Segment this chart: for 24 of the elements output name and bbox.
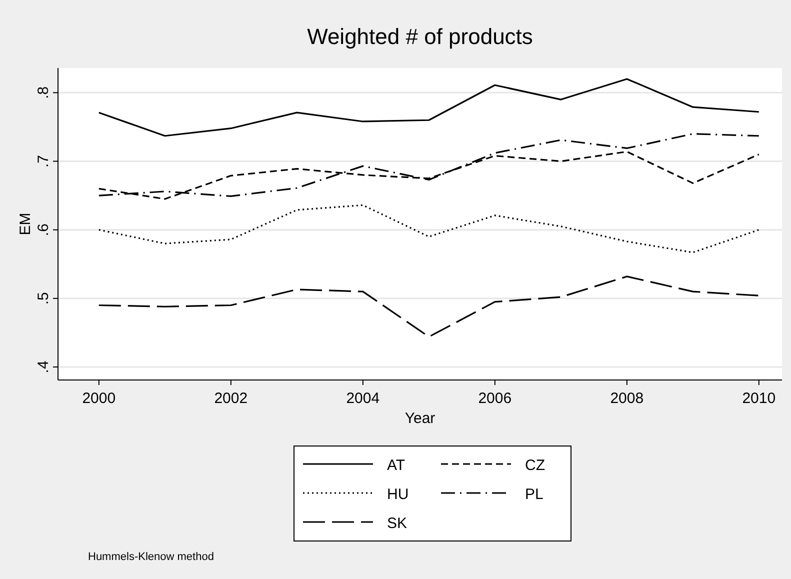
legend-label: PL [525, 486, 544, 503]
line-series [98, 133, 760, 198]
y-tick-label: .5 [35, 292, 52, 305]
y-tick-label: .7 [35, 155, 52, 168]
line-series [98, 276, 760, 338]
line-series [98, 204, 760, 254]
x-tick-label: 2010 [742, 390, 776, 407]
x-axis-title: Year [404, 410, 436, 427]
y-tick-label: .4 [35, 360, 52, 374]
legend-label: HU [387, 486, 409, 503]
text: Hummels-Klenow method [88, 551, 214, 563]
y-tick-label: .6 [35, 224, 52, 236]
x-tick-label: 2000 [82, 390, 116, 407]
x-tick-label: 2004 [346, 390, 380, 407]
x-tick-label: 2008 [610, 390, 644, 407]
legend-label: AT [387, 457, 406, 474]
y-tick-label: .8 [35, 86, 52, 99]
legend-label: SK [387, 515, 408, 532]
y-axis-title: EM [17, 212, 34, 236]
legend-label: CZ [525, 457, 545, 474]
x-tick-label: 2006 [478, 390, 512, 407]
chart-title: Weighted # of products [307, 24, 533, 49]
line-series [98, 78, 760, 137]
x-tick-label: 2002 [214, 390, 248, 407]
